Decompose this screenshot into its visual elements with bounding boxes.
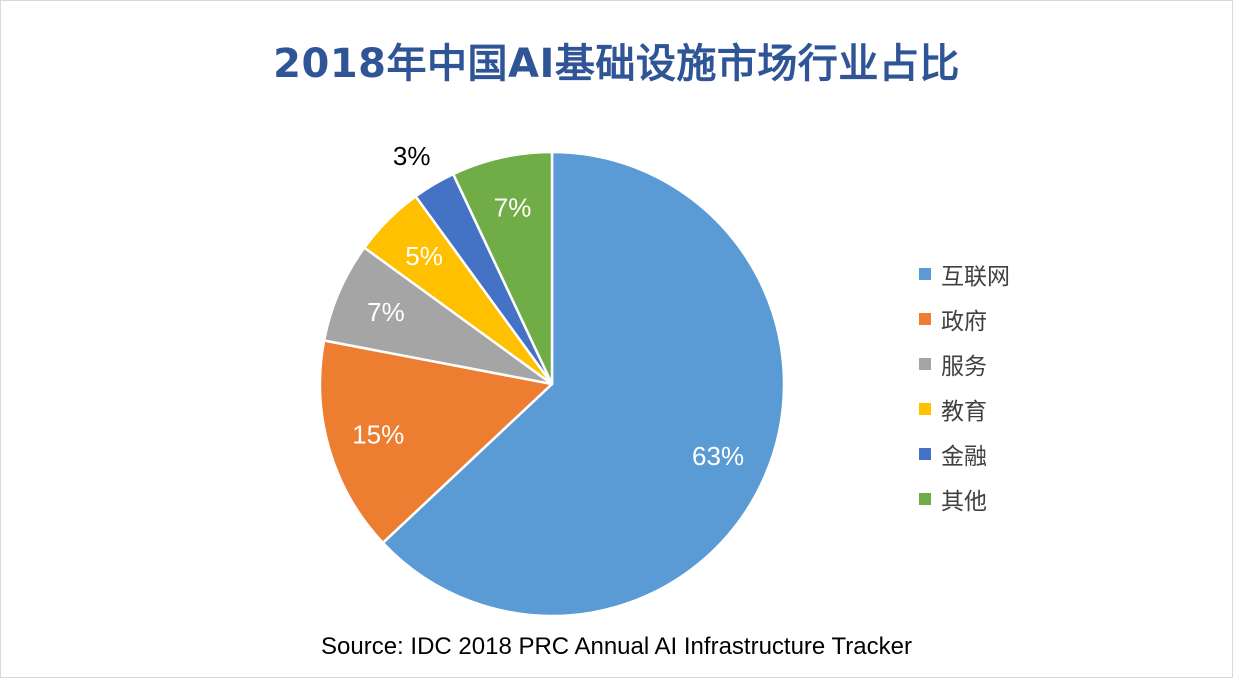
pie-slice-0	[381, 150, 786, 618]
legend-swatch	[919, 492, 931, 505]
legend-label: 金融	[941, 443, 987, 470]
legend-swatch	[919, 267, 931, 280]
legend-swatch	[919, 312, 931, 325]
pie-slice-5	[451, 150, 554, 386]
legend-item-2: 服务	[919, 341, 1010, 386]
source-note: Source: IDC 2018 PRC Annual AI Infrastru…	[321, 633, 912, 660]
pie-slices	[318, 150, 786, 618]
data-label-1: 15%	[352, 419, 404, 449]
legend-item-3: 教育	[919, 386, 1010, 431]
legend-label: 互联网	[941, 263, 1010, 290]
legend-swatch	[919, 447, 931, 460]
pie-slice-1	[318, 339, 554, 545]
pie-slice-2	[322, 246, 554, 386]
legend-label: 其他	[941, 488, 987, 515]
legend-label: 服务	[941, 353, 987, 380]
legend: 互联网政府服务教育金融其他	[919, 251, 1010, 521]
legend-item-5: 其他	[919, 476, 1010, 521]
data-label-0: 63%	[692, 441, 744, 471]
data-label-4: 3%	[393, 141, 431, 171]
legend-label: 政府	[941, 308, 987, 335]
data-label-3: 5%	[405, 241, 443, 271]
legend-label: 教育	[941, 398, 987, 425]
legend-swatch	[919, 357, 931, 370]
legend-item-1: 政府	[919, 296, 1010, 341]
pie-data-labels: 63%15%7%5%3%7%	[352, 141, 744, 471]
chart-title: 2018年中国AI基础设施市场行业占比	[273, 41, 960, 87]
legend-item-0: 互联网	[919, 251, 1010, 296]
legend-swatch	[919, 402, 931, 415]
data-label-5: 7%	[494, 192, 532, 222]
data-label-2: 7%	[367, 297, 405, 327]
legend-item-4: 金融	[919, 431, 1010, 476]
